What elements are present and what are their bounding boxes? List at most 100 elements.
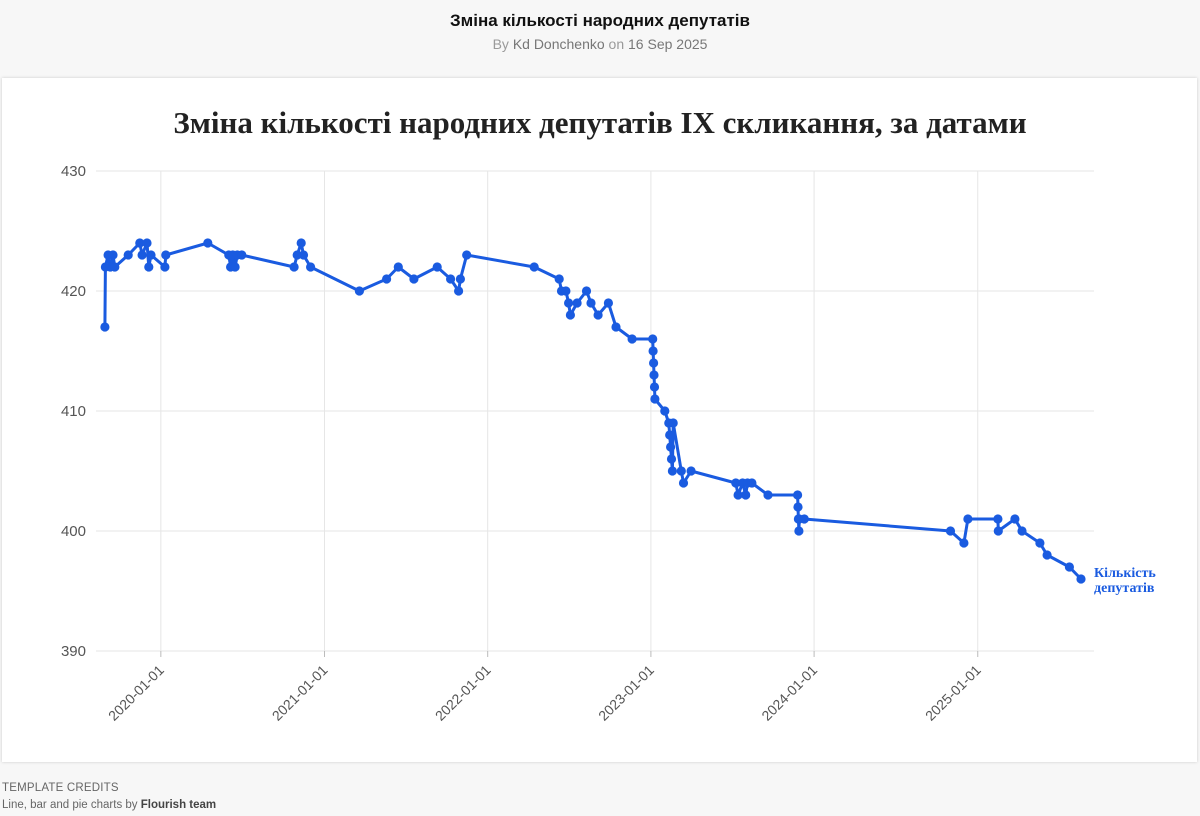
data-point[interactable] — [667, 466, 678, 476]
series-end-label: Кількість депутатів — [1094, 566, 1156, 596]
data-point[interactable] — [144, 262, 154, 272]
data-point[interactable] — [668, 418, 678, 428]
data-point[interactable] — [793, 490, 803, 500]
x-tick-label: 2025-01-01 — [922, 662, 984, 724]
series-label-line: Кількість — [1094, 566, 1156, 581]
x-tick-label: 2021-01-01 — [269, 662, 331, 724]
data-point[interactable] — [123, 250, 133, 260]
data-point[interactable] — [666, 454, 677, 464]
data-point[interactable] — [564, 298, 574, 308]
data-point[interactable] — [945, 526, 956, 536]
data-point[interactable] — [676, 466, 686, 476]
data-point[interactable] — [649, 358, 659, 368]
data-point[interactable] — [747, 478, 757, 488]
data-point[interactable] — [529, 262, 539, 272]
data-point[interactable] — [581, 286, 592, 296]
data-point[interactable] — [611, 322, 621, 332]
data-point[interactable] — [572, 298, 582, 308]
data-point[interactable] — [432, 262, 442, 272]
data-point[interactable] — [593, 310, 603, 320]
data-point[interactable] — [959, 538, 969, 548]
data-point[interactable] — [354, 286, 364, 296]
data-point[interactable] — [678, 478, 689, 488]
author-link[interactable]: Kd Donchenko — [512, 36, 605, 52]
x-tick-label: 2024-01-01 — [758, 662, 820, 724]
data-point[interactable] — [993, 526, 1003, 536]
x-tick-label: 2023-01-01 — [595, 662, 657, 724]
line-chart: Зміна кількості народних депутатів IX ск… — [61, 105, 1156, 724]
data-point[interactable] — [462, 250, 472, 260]
data-point[interactable] — [203, 238, 213, 248]
data-point[interactable] — [292, 250, 302, 260]
data-point[interactable] — [586, 298, 596, 308]
data-point[interactable] — [108, 250, 118, 260]
data-point[interactable] — [230, 262, 240, 272]
data-point[interactable] — [1076, 574, 1086, 584]
data-point[interactable] — [161, 250, 171, 260]
data-point[interactable] — [731, 478, 741, 488]
data-point[interactable] — [110, 262, 120, 272]
data-point[interactable] — [1042, 550, 1052, 560]
data-point[interactable] — [733, 490, 743, 500]
data-point[interactable] — [660, 406, 670, 416]
data-point[interactable] — [603, 298, 614, 308]
template-credits: TEMPLATE CREDITS Line, bar and pie chart… — [2, 780, 216, 814]
publish-date: 16 Sep 2025 — [628, 36, 708, 52]
page-title: Зміна кількості народних депутатів — [450, 11, 750, 30]
chart-card: Зміна кількості народних депутатів IX ск… — [2, 78, 1197, 762]
credits-text: Line, bar and pie charts by — [2, 799, 138, 811]
data-point[interactable] — [142, 238, 152, 248]
data-point[interactable] — [1064, 562, 1074, 572]
data-point[interactable] — [793, 502, 803, 512]
data-point[interactable] — [1017, 526, 1027, 536]
y-tick-label: 400 — [61, 523, 86, 540]
data-point[interactable] — [306, 262, 316, 272]
data-point[interactable] — [289, 262, 299, 272]
grid-lines — [96, 170, 1094, 657]
data-point[interactable] — [648, 346, 658, 356]
data-point[interactable] — [409, 274, 419, 284]
data-point[interactable] — [454, 286, 464, 296]
data-point[interactable] — [666, 442, 676, 452]
data-point[interactable] — [794, 526, 804, 536]
data-point[interactable] — [627, 334, 637, 344]
data-point[interactable] — [650, 394, 660, 404]
by-prefix: By — [492, 36, 509, 52]
data-point[interactable] — [963, 514, 973, 524]
data-point[interactable] — [686, 466, 696, 476]
data-point[interactable] — [137, 250, 147, 260]
data-point[interactable] — [763, 490, 773, 500]
data-point[interactable] — [554, 274, 564, 284]
data-point[interactable] — [665, 430, 675, 440]
data-point[interactable] — [741, 490, 751, 500]
series-label-line: депутатів — [1094, 581, 1155, 596]
series-label-layer: Кількість депутатів — [1094, 566, 1156, 596]
data-point[interactable] — [296, 238, 306, 248]
data-point[interactable] — [393, 262, 403, 272]
data-point[interactable] — [146, 250, 156, 260]
data-point[interactable] — [298, 250, 309, 260]
data-point[interactable] — [565, 310, 576, 320]
x-tick-label: 2022-01-01 — [432, 662, 494, 724]
data-point[interactable] — [799, 514, 809, 524]
series-line — [103, 241, 1083, 581]
data-point[interactable] — [1010, 514, 1020, 524]
data-point[interactable] — [649, 370, 659, 380]
data-point[interactable] — [100, 322, 110, 332]
y-tick-label: 430 — [61, 163, 86, 180]
data-point[interactable] — [160, 262, 170, 272]
credits-heading: TEMPLATE CREDITS — [2, 782, 119, 794]
on-prefix: on — [608, 36, 625, 52]
byline: By Kd Donchenko on 16 Sep 2025 — [0, 36, 1200, 52]
data-point[interactable] — [446, 274, 456, 284]
data-point[interactable] — [993, 514, 1003, 524]
data-point[interactable] — [455, 274, 465, 284]
credits-team-link[interactable]: Flourish team — [140, 799, 217, 811]
data-point[interactable] — [649, 382, 660, 392]
data-point[interactable] — [237, 250, 247, 260]
data-point[interactable] — [561, 286, 571, 296]
data-point[interactable] — [648, 334, 658, 344]
data-point[interactable] — [1035, 538, 1045, 548]
data-point[interactable] — [135, 238, 145, 248]
data-point[interactable] — [382, 274, 392, 284]
